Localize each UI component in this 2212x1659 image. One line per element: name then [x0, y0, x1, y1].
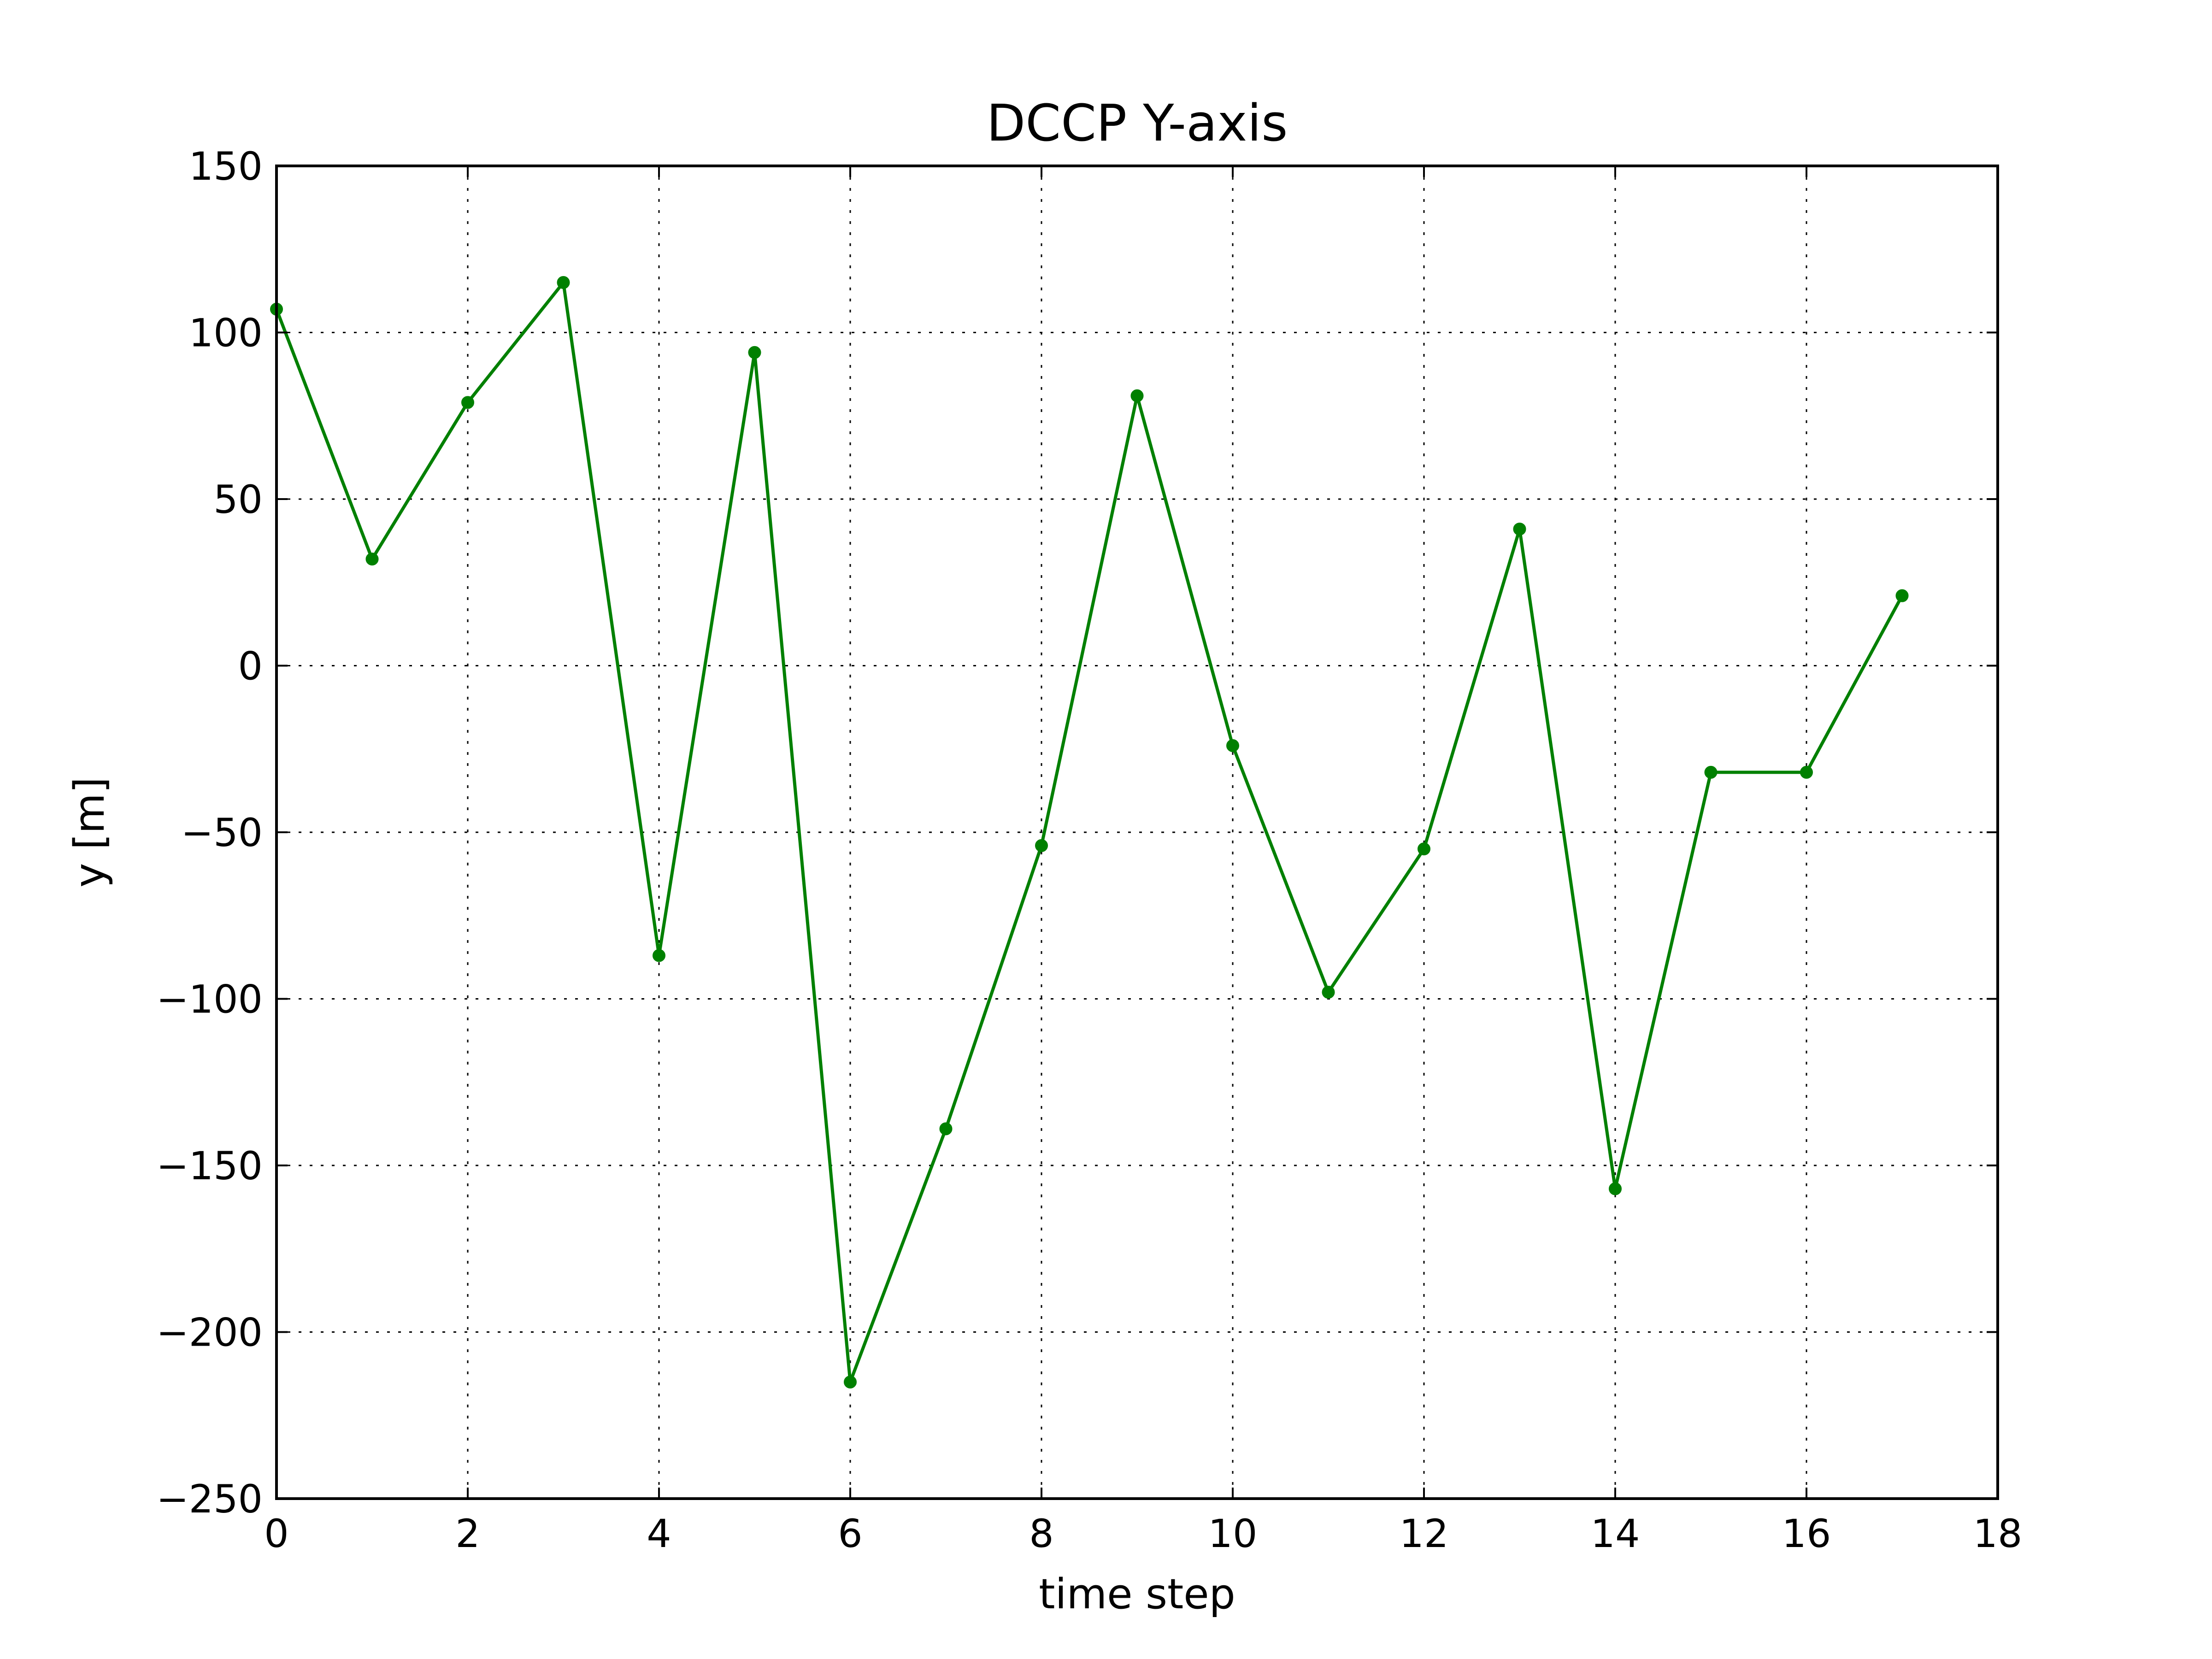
- data-point: [748, 346, 761, 359]
- ticks: 0 2 4 6 8 10 12 14 16 18 150 100 50 0 −50 −100 −150 −200 −…: [156, 144, 2022, 1556]
- data-point: [1513, 523, 1526, 536]
- x-tick-label: 14: [1591, 1511, 1640, 1556]
- series-group: [270, 276, 1909, 1388]
- y-tick-label: −100: [156, 977, 263, 1022]
- y-tick-label: −250: [156, 1477, 263, 1522]
- x-tick-label: 12: [1400, 1511, 1449, 1556]
- grid: [276, 166, 1998, 1499]
- data-point: [844, 1375, 857, 1388]
- x-axis-label: time step: [1039, 1570, 1235, 1618]
- chart-title: DCCP Y-axis: [987, 94, 1288, 153]
- data-point: [1895, 589, 1909, 602]
- data-point: [939, 1122, 953, 1135]
- data-point: [557, 276, 570, 289]
- data-point: [1322, 986, 1335, 999]
- data-point: [1130, 389, 1144, 402]
- y-tick-label: −50: [181, 810, 263, 855]
- x-tick-label: 10: [1208, 1511, 1258, 1556]
- y-tick-label: 0: [238, 644, 263, 689]
- y-tick-label: 100: [189, 311, 263, 356]
- y-axis-label: y [m]: [65, 777, 114, 888]
- y-tick-label: 50: [213, 477, 263, 522]
- data-point: [1035, 839, 1048, 852]
- x-tick-label: 18: [1973, 1511, 2023, 1556]
- data-point: [653, 949, 665, 962]
- data-point: [1418, 842, 1430, 856]
- x-tick-label: 4: [647, 1511, 671, 1556]
- data-point: [1226, 739, 1239, 753]
- y-tick-label: −200: [156, 1310, 263, 1355]
- x-tick-label: 2: [455, 1511, 480, 1556]
- y-tick-label: 150: [189, 144, 263, 189]
- x-tick-label: 8: [1029, 1511, 1053, 1556]
- data-point: [1609, 1182, 1622, 1195]
- series-line: [275, 281, 1904, 1384]
- x-tick-label: 6: [838, 1511, 862, 1556]
- x-tick-label: 16: [1782, 1511, 1831, 1556]
- x-tick-label: 0: [264, 1511, 288, 1556]
- data-point: [1800, 765, 1813, 779]
- data-point: [461, 396, 474, 409]
- data-point: [365, 553, 379, 566]
- y-tick-label: −150: [156, 1143, 263, 1188]
- data-point: [1704, 765, 1718, 779]
